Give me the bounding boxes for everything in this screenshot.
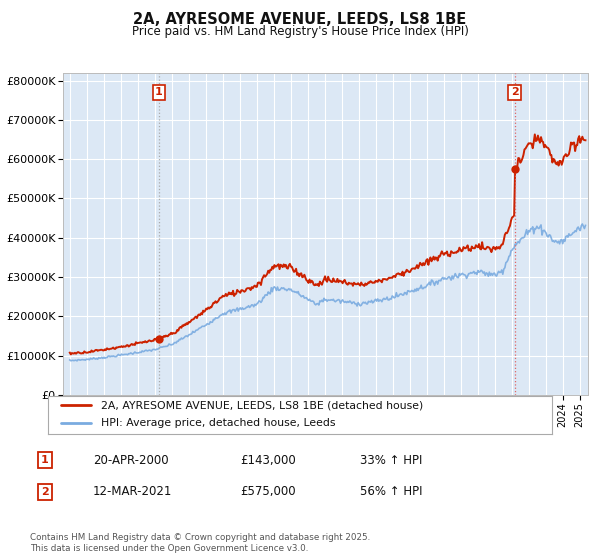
Text: 12-MAR-2021: 12-MAR-2021	[93, 485, 172, 498]
Text: Contains HM Land Registry data © Crown copyright and database right 2025.
This d: Contains HM Land Registry data © Crown c…	[30, 533, 370, 553]
Text: 20-APR-2000: 20-APR-2000	[93, 454, 169, 467]
Text: Price paid vs. HM Land Registry's House Price Index (HPI): Price paid vs. HM Land Registry's House …	[131, 25, 469, 38]
Text: 1: 1	[41, 455, 49, 465]
Text: 2A, AYRESOME AVENUE, LEEDS, LS8 1BE (detached house): 2A, AYRESOME AVENUE, LEEDS, LS8 1BE (det…	[101, 400, 423, 410]
Text: HPI: Average price, detached house, Leeds: HPI: Average price, detached house, Leed…	[101, 418, 335, 428]
Text: 33% ↑ HPI: 33% ↑ HPI	[360, 454, 422, 467]
Text: £575,000: £575,000	[240, 485, 296, 498]
Text: 2: 2	[41, 487, 49, 497]
Text: 2: 2	[511, 87, 518, 97]
Text: £143,000: £143,000	[240, 454, 296, 467]
Text: 2A, AYRESOME AVENUE, LEEDS, LS8 1BE: 2A, AYRESOME AVENUE, LEEDS, LS8 1BE	[133, 12, 467, 27]
Text: 56% ↑ HPI: 56% ↑ HPI	[360, 485, 422, 498]
Text: 1: 1	[155, 87, 163, 97]
